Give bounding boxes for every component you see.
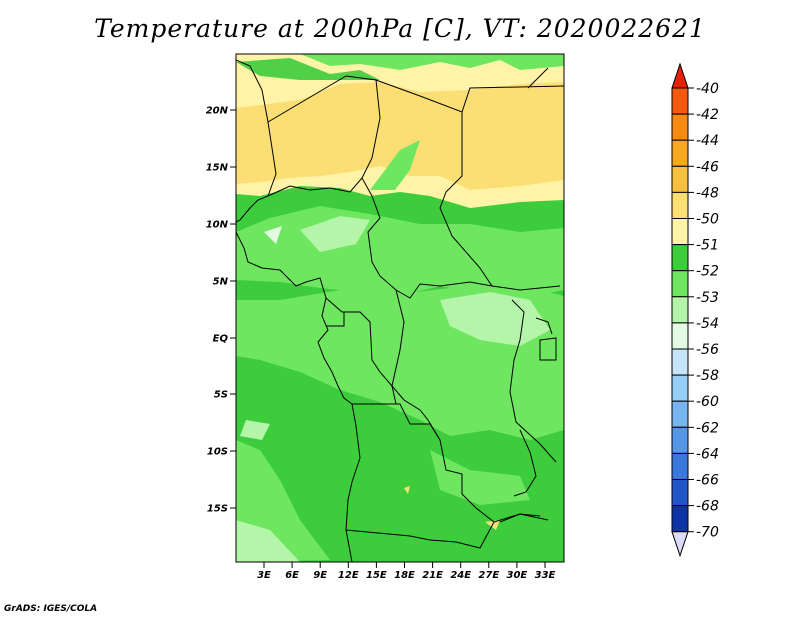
lon-tick-label: 9E <box>313 570 327 581</box>
colorbar-label: -52 <box>696 264 719 280</box>
colorbar-swatch <box>671 374 689 402</box>
colorbar-label: -51 <box>696 238 719 254</box>
map-title: Temperature at 200hPa [C], VT: 202002262… <box>94 14 706 43</box>
colorbar-label: -64 <box>696 446 719 462</box>
colorbar-label: -46 <box>696 159 719 175</box>
colorbar-label: -44 <box>696 133 719 149</box>
lat-tick-label: 5S <box>214 390 228 401</box>
grads-credit: GrADS: IGES/COLA <box>4 604 98 614</box>
colorbar-label: -53 <box>696 290 719 306</box>
colorbar-label: -40 <box>696 81 719 97</box>
colorbar: -40 -42 -44 -46 -48 -50 -51 -52 -53 -54 -56 -58 -60 -… <box>671 62 719 558</box>
colorbar-swatch <box>671 296 689 324</box>
colorbar-swatch <box>671 165 689 193</box>
lat-tick-label: 5N <box>213 277 229 288</box>
lat-tick-label: 15N <box>206 163 229 174</box>
colorbar-label: -48 <box>696 185 719 201</box>
lon-tick-label: 33E <box>535 570 556 581</box>
colorbar-label: -58 <box>696 368 719 384</box>
borders <box>236 59 564 562</box>
colorbar-swatch <box>671 479 689 507</box>
lon-tick-label: 27E <box>478 570 499 581</box>
colorbar-label: -60 <box>696 394 719 410</box>
colorbar-swatch <box>671 139 689 167</box>
colorbar-label: -68 <box>696 499 719 515</box>
lon-tick-label: 3E <box>257 570 271 581</box>
colorbar-swatch <box>671 426 689 454</box>
lon-tick-label: 6E <box>285 570 299 581</box>
colorbar-label: -42 <box>696 107 719 123</box>
lon-tick-label: 30E <box>507 570 528 581</box>
colorbar-swatch <box>671 244 689 272</box>
colorbar-label: -62 <box>696 420 719 436</box>
colorbar-swatch <box>671 452 689 480</box>
lat-tick-label: EQ <box>213 334 229 345</box>
colorbar-swatch <box>671 270 689 298</box>
colorbar-swatch <box>671 87 689 115</box>
lon-tick-label: 24E <box>450 570 471 581</box>
colorbar-bottom-arrow <box>671 531 689 558</box>
colorbar-label: -66 <box>696 473 719 489</box>
colorbar-swatch <box>671 191 689 219</box>
colorbar-label: -54 <box>696 316 719 332</box>
colorbar-top-arrow <box>671 62 689 89</box>
lat-tick-label: 20N <box>206 106 229 117</box>
longitude-ticks: 3E 6E 9E 12E 15E 18E 21E 24E 27E 30E 33E <box>257 562 556 581</box>
colorbar-swatch <box>671 322 689 350</box>
lat-tick-label: 10N <box>206 220 229 231</box>
colorbar-swatch <box>671 348 689 376</box>
colorbar-swatch <box>671 218 689 246</box>
lon-tick-label: 21E <box>422 570 443 581</box>
colorbar-label: -56 <box>696 342 719 358</box>
colorbar-label: -70 <box>696 525 719 541</box>
lon-tick-label: 15E <box>366 570 387 581</box>
lat-tick-label: 15S <box>207 504 228 515</box>
latitude-ticks: 20N 15N 10N 5N EQ 5S 10S 15S <box>206 106 236 515</box>
lat-tick-label: 10S <box>207 447 228 458</box>
colorbar-label: -50 <box>696 212 719 228</box>
colorbar-swatch <box>671 505 689 533</box>
lon-tick-label: 12E <box>338 570 359 581</box>
lon-tick-label: 18E <box>394 570 415 581</box>
colorbar-swatch <box>671 113 689 141</box>
colorbar-swatch <box>671 400 689 428</box>
map-frame <box>235 53 565 563</box>
